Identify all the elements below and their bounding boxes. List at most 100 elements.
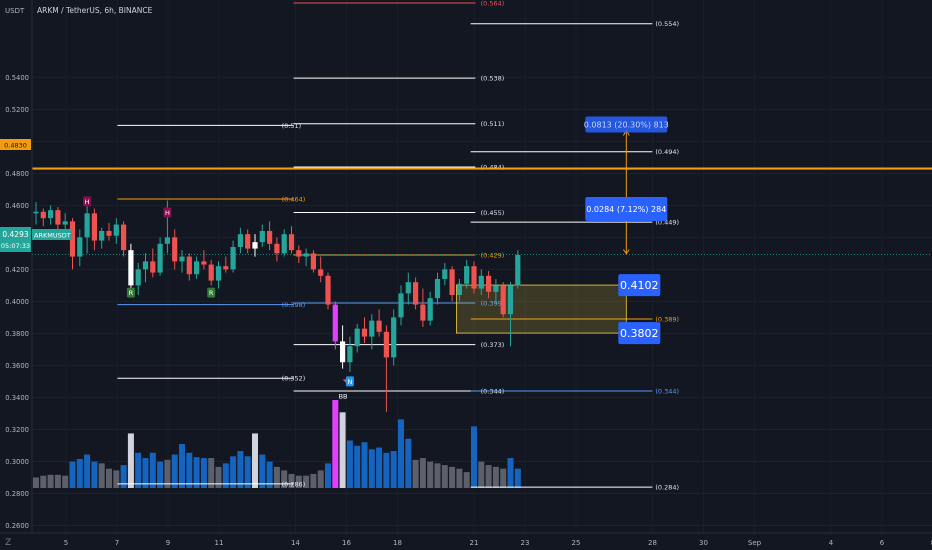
volume-bar bbox=[456, 468, 463, 488]
volume-bar bbox=[354, 445, 361, 488]
volume-bar bbox=[237, 451, 244, 488]
chart-title: ARKM / TetherUS, 6h, BINANCE bbox=[37, 6, 153, 15]
volume-bar bbox=[33, 477, 39, 488]
volume-bar bbox=[485, 465, 492, 488]
volume-bar bbox=[98, 463, 105, 488]
candle-body bbox=[62, 221, 68, 225]
projection-label: 0.0284 (7.12%) 284 bbox=[586, 205, 666, 214]
y-tick-label: 0.4800 bbox=[5, 170, 29, 178]
signal-markers: H H R R BB N bbox=[83, 196, 354, 400]
x-axis-panel[interactable] bbox=[0, 533, 932, 550]
x-tick-label: 14 bbox=[291, 539, 300, 547]
candle-body bbox=[449, 269, 455, 295]
volume-bar bbox=[427, 461, 434, 488]
y-tick-label: 0.5200 bbox=[5, 106, 29, 114]
volume-bar bbox=[398, 419, 404, 488]
y-axis-panel[interactable] bbox=[0, 0, 32, 550]
volume-bar bbox=[346, 440, 353, 488]
volume-bars bbox=[33, 400, 521, 488]
signal-marker-label: H bbox=[85, 198, 90, 206]
candle-body bbox=[464, 266, 470, 284]
candle-body bbox=[413, 282, 419, 305]
orange-level-badge-label: 0.4830 bbox=[4, 142, 27, 150]
candle-body bbox=[354, 328, 360, 347]
x-tick-label: 23 bbox=[521, 539, 530, 547]
volume-bar bbox=[69, 461, 76, 488]
volume-bar bbox=[193, 457, 200, 488]
candle-body bbox=[434, 278, 441, 299]
candle-body bbox=[427, 298, 433, 321]
volume-bar bbox=[463, 472, 470, 488]
price-label: 0.4102 bbox=[620, 279, 659, 292]
x-tick-label: 11 bbox=[215, 539, 224, 547]
symbol-badge: ARKMUSDT bbox=[32, 229, 72, 240]
signal-marker-label: R bbox=[129, 289, 134, 297]
candle-body bbox=[325, 275, 331, 305]
candle-body bbox=[478, 275, 484, 289]
candle-body bbox=[369, 320, 375, 337]
orange-level-badge: 0.4830 bbox=[0, 139, 31, 150]
timezone-icon[interactable]: Z bbox=[5, 538, 11, 548]
level-label: (0.398) bbox=[282, 301, 306, 309]
currency-label[interactable]: USDT bbox=[5, 7, 25, 15]
y-tick-label: 0.5400 bbox=[5, 74, 29, 82]
candle-body bbox=[391, 317, 397, 358]
x-tick-label: 5 bbox=[64, 539, 68, 547]
candle-body bbox=[493, 285, 499, 292]
level-label: (0.554) bbox=[655, 20, 679, 28]
x-tick-label: 28 bbox=[648, 539, 657, 547]
volume-bar bbox=[222, 463, 229, 488]
signal-marker bbox=[345, 376, 354, 387]
candle-body bbox=[121, 224, 127, 251]
level-label: (0.352) bbox=[282, 375, 306, 383]
x-tick-label: 25 bbox=[572, 539, 581, 547]
candle-body bbox=[515, 254, 521, 286]
grid bbox=[32, 0, 932, 533]
volume-bar bbox=[179, 444, 185, 488]
volume-bar bbox=[303, 475, 310, 488]
candle-body bbox=[252, 242, 258, 249]
level-label: (0.399) bbox=[481, 299, 505, 307]
volume-bar bbox=[171, 454, 178, 488]
candle-body bbox=[296, 250, 302, 257]
volume-bar bbox=[106, 468, 112, 488]
volume-bar bbox=[500, 468, 507, 488]
candle-body bbox=[142, 261, 149, 270]
volume-bar bbox=[84, 454, 91, 488]
candle-body bbox=[201, 261, 207, 265]
volume-bar bbox=[259, 454, 266, 488]
level-label: (0.455) bbox=[481, 209, 505, 217]
price-projection: 0.0284 (7.12%) 284 0.0813 (20.30%) 813 0.4… bbox=[584, 116, 669, 345]
candle-body bbox=[456, 283, 462, 295]
candle-body bbox=[77, 237, 83, 257]
x-tick-label: 6 bbox=[880, 539, 885, 547]
volume-bar bbox=[120, 465, 127, 488]
candle-body bbox=[230, 246, 236, 270]
volume-bar bbox=[478, 461, 485, 488]
signal-marker bbox=[207, 287, 216, 298]
volume-bar bbox=[434, 463, 441, 488]
volume-bar bbox=[471, 426, 477, 488]
candle-body bbox=[318, 269, 324, 276]
volume-bar bbox=[244, 456, 251, 488]
volume-bar bbox=[281, 470, 288, 488]
candle-body bbox=[215, 266, 222, 281]
x-tick-label: Sep bbox=[748, 539, 762, 547]
volume-bar bbox=[368, 449, 375, 488]
candle-body bbox=[237, 234, 243, 247]
volume-bar bbox=[215, 466, 222, 488]
y-tick-label: 0.4200 bbox=[5, 266, 29, 274]
candle-body bbox=[405, 282, 411, 294]
volume-bar bbox=[164, 459, 171, 488]
volume-bar bbox=[208, 458, 215, 488]
level-label: (0.373) bbox=[481, 341, 505, 349]
candle-body bbox=[194, 261, 200, 275]
volume-bar bbox=[310, 473, 317, 488]
volume-bar bbox=[186, 452, 193, 488]
volume-bar bbox=[91, 461, 98, 488]
projection-label: 0.0813 (20.30%) 813 bbox=[584, 121, 669, 130]
x-tick-label: 18 bbox=[393, 539, 402, 547]
volume-bar bbox=[273, 466, 280, 488]
price-label: 0.3802 bbox=[620, 327, 659, 340]
